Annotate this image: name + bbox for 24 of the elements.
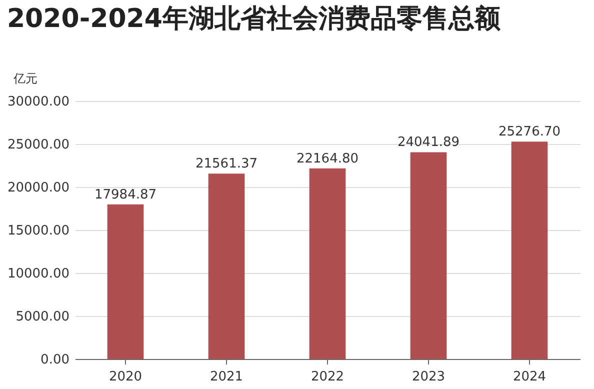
x-tick-label: 2022 xyxy=(310,370,344,384)
bar xyxy=(208,174,245,359)
y-tick-label: 25000.00 xyxy=(7,138,70,152)
bar xyxy=(410,152,447,359)
bar xyxy=(309,168,346,359)
bar xyxy=(511,142,548,359)
y-axis-title: 亿元 xyxy=(12,72,38,86)
data-label: 21561.37 xyxy=(195,156,258,172)
x-tick-label: 2020 xyxy=(108,370,142,384)
y-tick-label: 20000.00 xyxy=(7,180,70,196)
data-label: 17984.87 xyxy=(94,187,157,202)
x-tick-label: 2024 xyxy=(512,370,546,384)
y-tick-label: 15000.00 xyxy=(7,224,70,238)
data-label: 25276.70 xyxy=(498,124,561,140)
data-label: 22164.80 xyxy=(296,151,359,166)
data-label: 24041.89 xyxy=(397,135,460,150)
chart-title: 2020-2024年湖北省社会消费品零售总额 xyxy=(6,4,502,34)
y-tick-label: 0.00 xyxy=(40,352,70,368)
y-tick-label: 5000.00 xyxy=(16,310,70,324)
y-tick-label: 30000.00 xyxy=(7,94,70,110)
bar xyxy=(107,204,144,359)
x-tick-label: 2023 xyxy=(412,370,446,384)
y-tick-label: 10000.00 xyxy=(7,266,70,282)
x-tick-label: 2021 xyxy=(210,370,244,384)
